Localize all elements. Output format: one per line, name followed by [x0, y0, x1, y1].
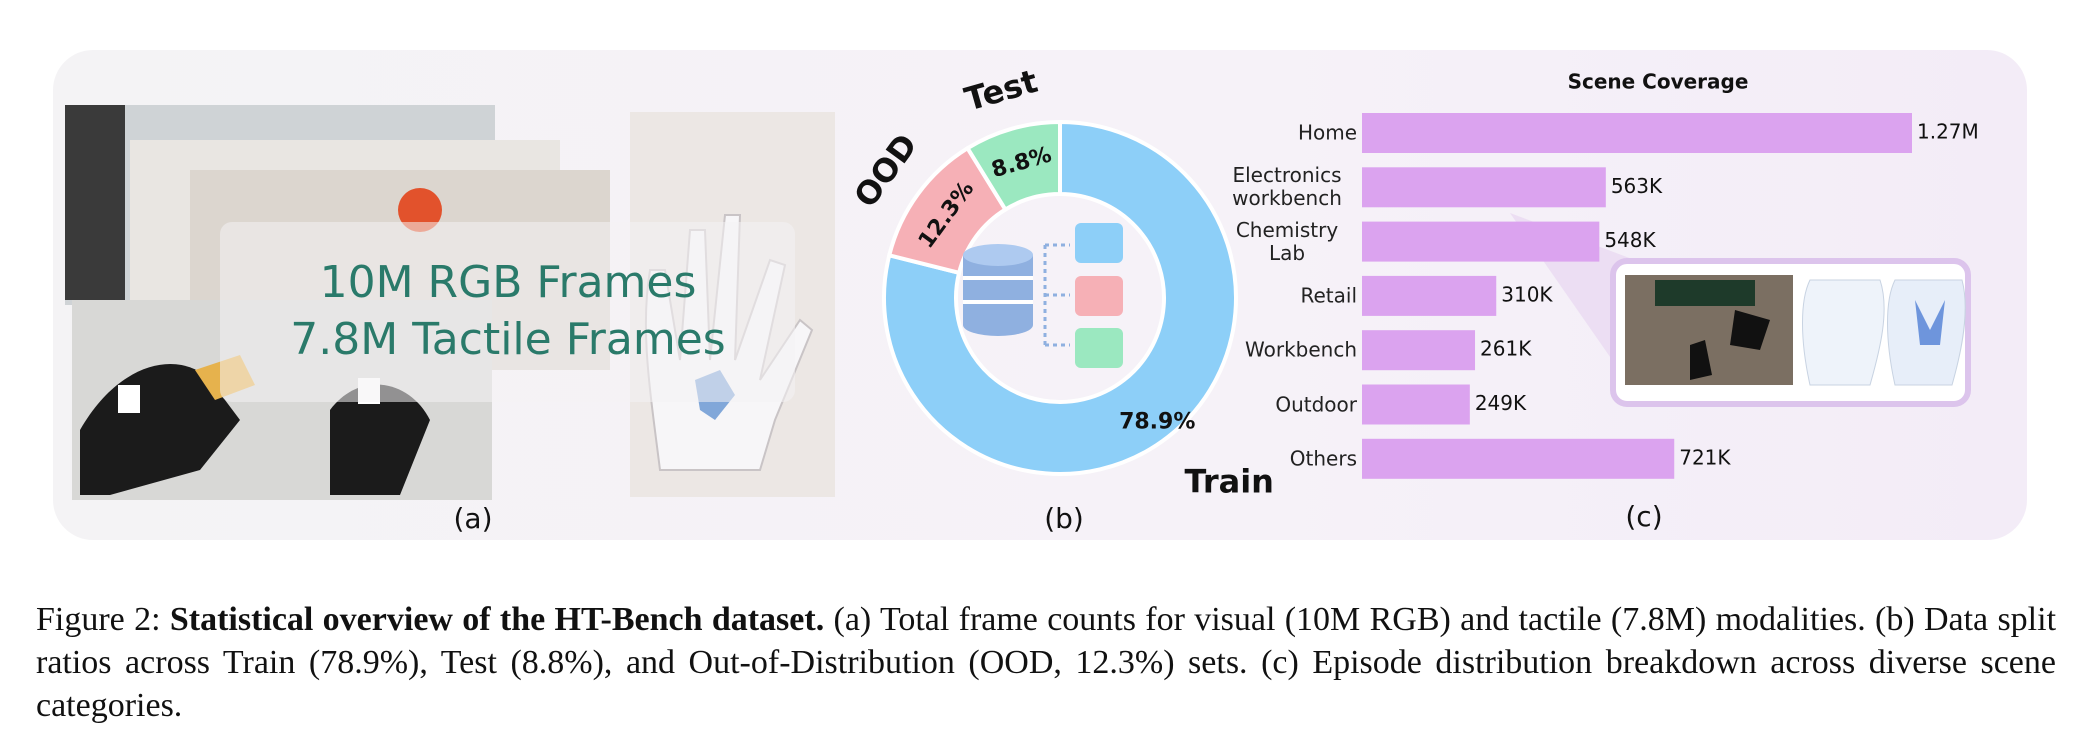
category-label: Electronics workbench [1232, 163, 1342, 211]
pie-value-label: 78.9% [1119, 410, 1195, 435]
panel-label: (b) [1044, 502, 1084, 535]
category-label: Workbench [1245, 337, 1357, 362]
bar [1362, 330, 1476, 371]
panel-label: (c) [1625, 500, 1662, 533]
caption: Figure 2: Statistical overview of the HT… [36, 598, 2056, 727]
category-label: Home [1297, 120, 1357, 145]
caption-label: Figure 2: [36, 601, 161, 638]
database-icon [963, 223, 1123, 368]
bar-value-label: 310K [1501, 282, 1553, 306]
panel-a-text: 10M RGB Frames [320, 257, 697, 308]
pie-category-label: Train [1185, 463, 1274, 501]
bar-value-label: 548K [1604, 228, 1656, 252]
bar [1362, 167, 1606, 208]
bar [1362, 275, 1497, 316]
category-label: Others [1289, 446, 1357, 471]
bar-value-label: 721K [1679, 445, 1731, 469]
pie-slice [964, 119, 1062, 213]
category-label: Retail [1300, 283, 1357, 308]
bar-value-label: 261K [1480, 337, 1532, 361]
panel-a-text: 7.8M Tactile Frames [290, 314, 725, 365]
bar [1362, 113, 1912, 153]
pie-slices [882, 119, 1238, 476]
bar [1362, 221, 1600, 262]
pie-slice [882, 119, 1238, 476]
bar [1362, 438, 1675, 479]
chart-title: Scene Coverage [1568, 70, 1749, 94]
caption-title: Statistical overview of the HT-Bench dat… [169, 601, 825, 638]
bar-value-label: 1.27M [1917, 120, 1979, 144]
bar-value-label: 249K [1475, 391, 1527, 415]
bar [1362, 384, 1470, 425]
category-label: Chemistry Lab [1235, 217, 1339, 265]
bar-value-label: 563K [1611, 174, 1663, 198]
figure: 10M RGB Frames 7.8M Tactile Frames (a) 7… [53, 50, 2027, 540]
category-label: Outdoor [1275, 392, 1357, 416]
panel-label: (a) [453, 502, 492, 535]
caption-text: (a) Total frame counts for visual (10M R… [36, 601, 2057, 724]
photo-stack [65, 105, 835, 500]
